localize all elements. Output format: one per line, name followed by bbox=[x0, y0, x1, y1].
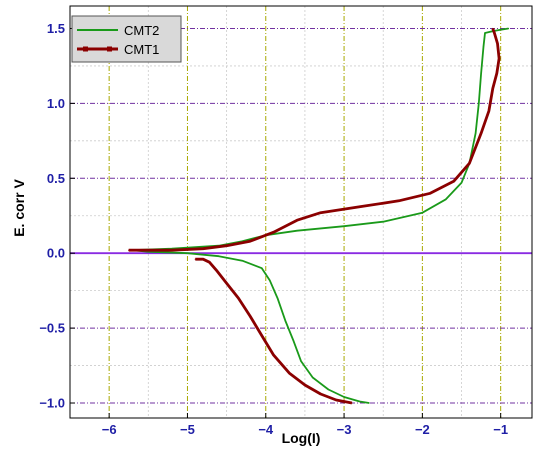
legend-marker bbox=[107, 46, 112, 52]
x-tick-label: −1 bbox=[493, 422, 508, 437]
data-point bbox=[273, 354, 275, 356]
data-point bbox=[327, 388, 329, 391]
data-point bbox=[237, 297, 239, 299]
data-point bbox=[488, 110, 490, 112]
data-point bbox=[320, 393, 322, 395]
data-point bbox=[478, 102, 480, 104]
ticks: −6 −5 −4 −3 −2 −1 −1.0 −0.5 0.0 0.5 1.0 1.5 bbox=[39, 21, 508, 437]
data-point bbox=[492, 27, 494, 30]
data-point bbox=[226, 282, 228, 284]
data-point bbox=[507, 27, 510, 30]
data-point bbox=[276, 297, 279, 299]
data-point bbox=[284, 320, 286, 322]
data-point bbox=[269, 279, 271, 281]
data-point bbox=[398, 200, 400, 202]
data-point bbox=[335, 399, 337, 401]
data-point bbox=[429, 192, 431, 194]
legend-box bbox=[71, 15, 182, 63]
y-tick-label: 0.5 bbox=[47, 171, 65, 186]
data-point bbox=[216, 270, 218, 272]
data-point bbox=[300, 360, 302, 362]
x-axis-title: Log(I) bbox=[282, 430, 321, 446]
data-point bbox=[482, 45, 485, 48]
data-point bbox=[368, 402, 370, 404]
data-point bbox=[202, 248, 204, 250]
plot-frame bbox=[69, 5, 533, 419]
data-point bbox=[202, 258, 204, 260]
data-point bbox=[128, 249, 130, 251]
data-point bbox=[249, 315, 251, 317]
data-point bbox=[312, 376, 314, 379]
data-point bbox=[382, 221, 384, 223]
data-point bbox=[359, 400, 361, 403]
y-axis-title: E. corr V bbox=[11, 179, 27, 237]
x-tick-label: −5 bbox=[180, 422, 195, 437]
x-tick-label: −2 bbox=[415, 422, 430, 437]
y-tick-label: 0.0 bbox=[47, 246, 65, 261]
data-point bbox=[480, 132, 482, 134]
data-point bbox=[288, 372, 290, 374]
data-point bbox=[493, 32, 495, 34]
x-tick-label: −3 bbox=[337, 422, 352, 437]
data-point bbox=[320, 212, 322, 214]
data-point bbox=[421, 212, 423, 214]
data-point bbox=[304, 384, 306, 386]
series-cmt1-cathodic-line bbox=[195, 257, 353, 405]
y-tick-label: 1.0 bbox=[47, 96, 65, 111]
series-layer bbox=[128, 27, 510, 405]
data-point bbox=[460, 182, 463, 184]
data-point bbox=[343, 225, 345, 227]
data-point bbox=[475, 132, 477, 134]
data-point bbox=[498, 57, 500, 60]
x-tick-label: −4 bbox=[258, 422, 274, 437]
data-point bbox=[241, 260, 243, 262]
data-point bbox=[359, 206, 361, 208]
data-point bbox=[484, 32, 486, 34]
data-point bbox=[194, 258, 196, 260]
data-point bbox=[492, 87, 494, 89]
data-point bbox=[453, 180, 455, 182]
data-point bbox=[296, 219, 298, 221]
data-point bbox=[186, 252, 189, 254]
y-tick-label: −1.0 bbox=[39, 396, 65, 411]
data-point bbox=[498, 29, 500, 31]
legend-marker bbox=[83, 46, 88, 52]
data-point bbox=[171, 249, 173, 251]
data-point bbox=[226, 245, 228, 247]
series-cmt2-cathodic-line bbox=[132, 249, 370, 404]
data-point bbox=[273, 231, 275, 233]
data-point bbox=[490, 30, 492, 33]
y-tick-label: 1.5 bbox=[47, 21, 65, 36]
data-point bbox=[292, 339, 294, 341]
data-point bbox=[496, 42, 499, 45]
legend-label-cmt1: CMT1 bbox=[124, 42, 159, 57]
data-point bbox=[249, 240, 251, 242]
data-point bbox=[261, 335, 263, 337]
x-tick-label: −6 bbox=[102, 422, 117, 437]
data-point bbox=[445, 198, 447, 200]
data-point bbox=[296, 230, 298, 232]
data-point bbox=[496, 72, 498, 74]
data-point bbox=[343, 396, 345, 398]
data-point bbox=[261, 267, 263, 269]
y-tick-label: −0.5 bbox=[39, 321, 65, 336]
legend: CMT2 CMT1 bbox=[71, 15, 182, 63]
data-point bbox=[218, 255, 220, 257]
data-point bbox=[351, 402, 353, 404]
data-point bbox=[208, 261, 210, 263]
data-point bbox=[480, 72, 482, 74]
data-point bbox=[468, 162, 470, 164]
legend-label-cmt2: CMT2 bbox=[124, 23, 159, 38]
series-cmt2-anodic-line bbox=[132, 27, 509, 252]
